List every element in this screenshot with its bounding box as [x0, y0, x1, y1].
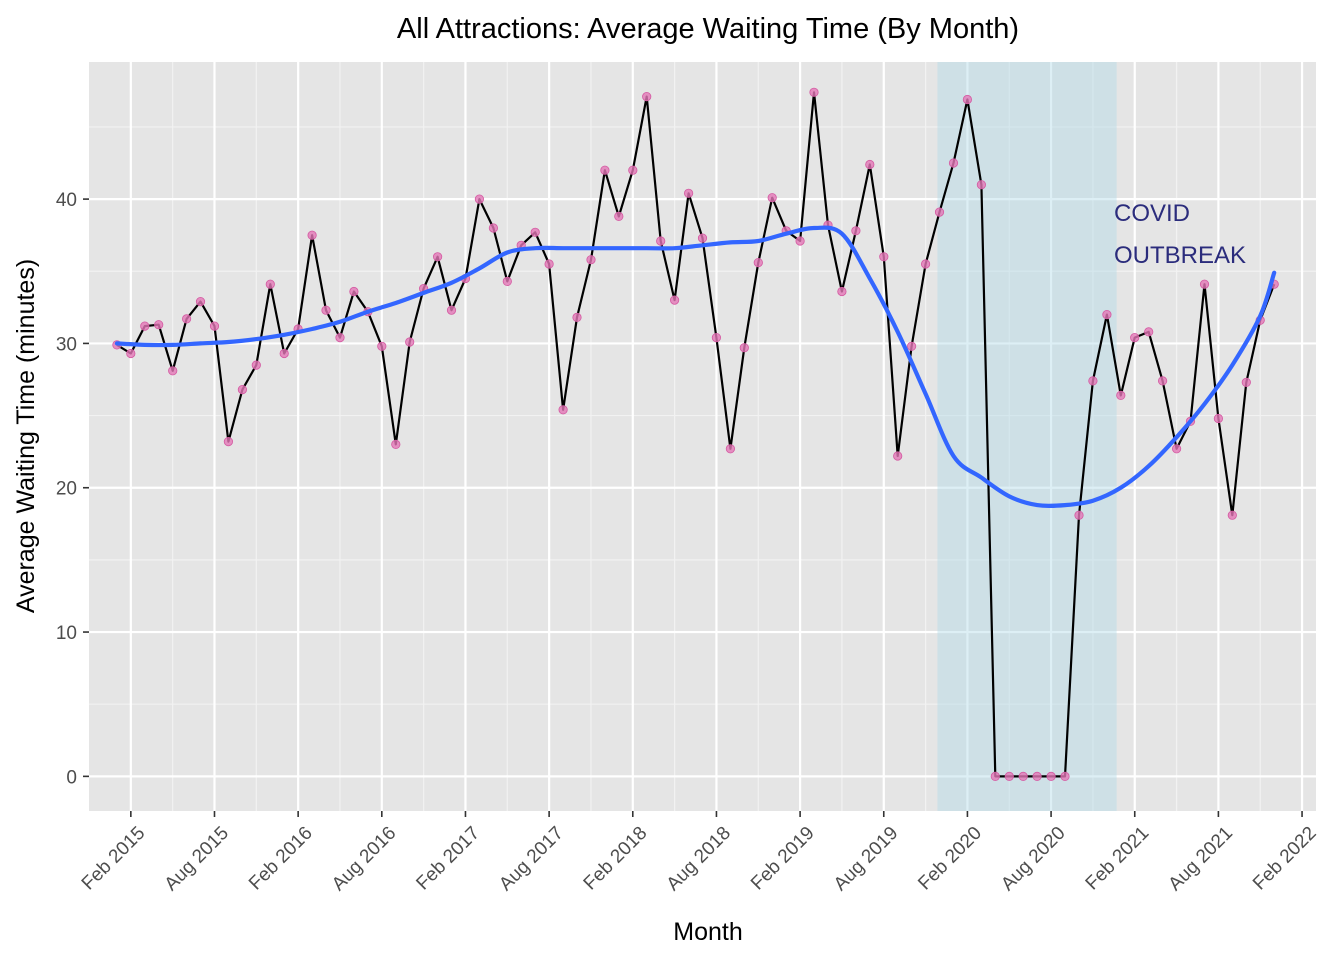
waiting-time-point	[837, 286, 847, 297]
annotation-line-2: OUTBREAK	[1114, 242, 1246, 269]
waiting-time-point	[809, 87, 819, 97]
waiting-time-point	[265, 279, 275, 289]
waiting-time-point	[1032, 771, 1042, 782]
waiting-time-point	[767, 193, 777, 203]
waiting-time-point	[488, 223, 498, 233]
waiting-time-point	[502, 276, 512, 286]
waiting-time-point	[1046, 771, 1056, 782]
covid-shaded-region	[937, 62, 1117, 811]
y-tick-label: 30	[56, 334, 77, 355]
waiting-time-point	[1158, 376, 1168, 386]
waiting-time-point	[140, 321, 150, 331]
waiting-time-point	[628, 165, 638, 175]
plot-panel	[89, 62, 1316, 811]
waiting-time-point	[1088, 376, 1098, 386]
waiting-time-point	[223, 436, 233, 447]
waiting-time-point	[990, 771, 1000, 782]
waiting-time-point	[1116, 390, 1126, 400]
chart-title: All Attractions: Average Waiting Time (B…	[397, 13, 1019, 45]
waiting-time-point	[349, 286, 359, 297]
waiting-time-point	[195, 296, 206, 307]
waiting-time-point	[586, 255, 596, 265]
waiting-time-point	[614, 211, 624, 221]
waiting-time-point	[1018, 771, 1028, 782]
waiting-time-point	[279, 348, 289, 359]
waiting-time-point	[446, 305, 457, 315]
waiting-time-point	[307, 230, 317, 240]
waiting-time-point	[976, 180, 987, 190]
waiting-time-point	[154, 320, 164, 330]
waiting-time-point	[1074, 510, 1084, 520]
waiting-time-point	[126, 348, 136, 359]
series-layer	[116, 91, 1276, 778]
waiting-time-point	[1102, 309, 1112, 320]
y-tick-label: 10	[56, 623, 77, 644]
waiting-time-line	[116, 91, 1276, 778]
waiting-time-point	[530, 227, 540, 237]
y-tick-label: 40	[56, 190, 77, 211]
waiting-time-point	[962, 94, 973, 105]
waiting-time-point	[182, 314, 192, 324]
waiting-time-point	[1241, 377, 1251, 387]
waiting-time-point	[1199, 279, 1210, 289]
waiting-time-point	[934, 207, 945, 217]
waiting-time-point	[725, 444, 736, 454]
waiting-time-point	[1144, 327, 1154, 337]
waiting-time-point	[697, 233, 708, 243]
smooth-layer	[114, 225, 1277, 508]
waiting-time-point	[1227, 510, 1237, 520]
annotation-line-1: COVID	[1114, 200, 1190, 227]
waiting-time-point	[237, 384, 247, 395]
waiting-time-point	[683, 188, 694, 198]
waiting-time-point	[1172, 444, 1182, 454]
smoothed-trend-line	[114, 225, 1277, 508]
waiting-time-point	[558, 405, 568, 415]
waiting-time-point	[948, 158, 959, 168]
waiting-time-point	[642, 92, 652, 102]
waiting-time-point	[432, 252, 443, 262]
waiting-time-point	[795, 236, 805, 246]
y-axis-label: Average Waiting Time (minutes)	[12, 259, 40, 613]
waiting-time-point	[1213, 413, 1224, 424]
waiting-time-point	[656, 236, 666, 246]
waiting-time-point	[474, 194, 484, 204]
waiting-time-point	[335, 332, 345, 343]
waiting-time-point	[851, 226, 861, 236]
waiting-time-point	[711, 332, 722, 343]
waiting-time-point	[1130, 332, 1140, 343]
waiting-time-point	[544, 259, 554, 269]
waiting-time-point	[879, 252, 889, 262]
waiting-time-point	[321, 305, 331, 315]
waiting-time-point	[600, 165, 610, 175]
waiting-time-point	[251, 360, 261, 370]
waiting-time-point	[669, 295, 680, 305]
waiting-time-point	[1004, 771, 1014, 782]
waiting-time-point	[405, 337, 415, 347]
y-tick-label: 0	[66, 767, 77, 788]
waiting-time-point	[209, 321, 220, 331]
waiting-time-point	[377, 341, 387, 351]
x-axis-label: Month	[673, 918, 742, 946]
waiting-time-point	[168, 366, 178, 376]
waiting-time-point	[572, 312, 582, 322]
waiting-time-point	[739, 343, 749, 353]
waiting-time-point	[1060, 771, 1070, 782]
y-tick-label: 20	[56, 479, 77, 500]
waiting-time-point	[391, 439, 401, 449]
waiting-time-point	[920, 259, 931, 269]
waiting-time-point	[865, 159, 875, 170]
grid-minor	[89, 62, 1316, 811]
waiting-time-point	[893, 451, 903, 461]
waiting-time-point	[753, 257, 763, 268]
waiting-time-point	[906, 341, 917, 351]
